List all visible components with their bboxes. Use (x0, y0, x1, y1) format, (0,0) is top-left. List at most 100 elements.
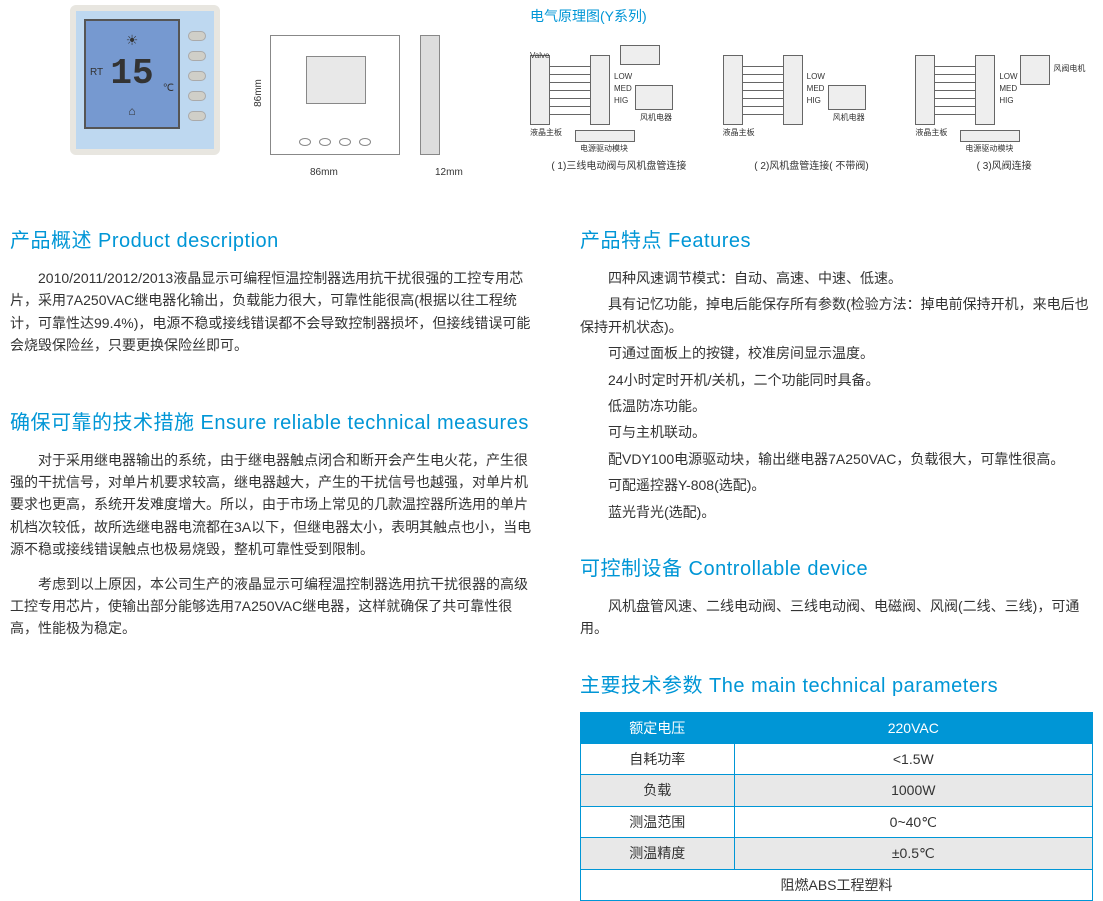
fan-label: 风机电器 (833, 112, 865, 125)
feature-item: 具有记忆功能，掉电后能保存所有参数(检验方法：掉电前保持开机，来电后也保持开机状… (580, 293, 1093, 338)
power-label: 电源驱动模块 (580, 143, 628, 156)
wiring-diagram-3: 液晶主板 风阀电机 LOW MED HIG 电源驱动模块 ( 3)风阀连接 (915, 35, 1093, 175)
param-label: 自耗功率 (581, 744, 735, 775)
motor-label: 风阀电机 (1053, 63, 1085, 76)
params-heading: 主要技术参数 The main technical parameters (580, 670, 1093, 702)
fan-box (828, 85, 866, 110)
lcd-box (530, 55, 550, 125)
wiring-diagram-1: 液晶主板 Valve 风机电器 LOW MED HIG 电源驱动模块 ( 1)三… (530, 35, 708, 175)
wiring-section: 电气原理图(Y系列) 液晶主板 Valve 风机电器 LOW MED HIG 电… (530, 5, 1093, 175)
param-label: 额定电压 (581, 712, 735, 743)
table-row: 负载1000W (581, 775, 1093, 806)
side-outline (420, 35, 440, 155)
power-box (960, 130, 1020, 142)
feature-item: 可与主机联动。 (580, 421, 1093, 443)
caption-1: ( 1)三线电动阀与风机盘管连接 (530, 159, 708, 175)
param-footer: 阻燃ABS工程塑料 (581, 869, 1093, 900)
feature-item: 可通过面板上的按键，校准房间显示温度。 (580, 342, 1093, 364)
feature-item: 四种风速调节模式：自动、高速、中速、低速。 (580, 267, 1093, 289)
wires (935, 65, 975, 115)
wiring-row: 液晶主板 Valve 风机电器 LOW MED HIG 电源驱动模块 ( 1)三… (530, 35, 1093, 175)
width-label: 86mm (310, 165, 338, 181)
wires (550, 65, 590, 115)
measures-p2: 考虑到以上原因，本公司生产的液晶显示可编程温控制器选用抗干扰很器的高级工控专用芯… (10, 573, 540, 640)
features-list: 四种风速调节模式：自动、高速、中速、低速。具有记忆功能，掉电后能保存所有参数(检… (580, 267, 1093, 523)
lcd-box (915, 55, 935, 125)
thermostat-photo: ☀ RT 15 ℃ ⌂ (70, 5, 220, 155)
button-dot (188, 31, 206, 41)
thermostat-lcd: ☀ RT 15 ℃ ⌂ (84, 19, 180, 129)
depth-label: 12mm (435, 165, 463, 181)
table-row: 测温范围0~40℃ (581, 806, 1093, 837)
param-value: 1000W (734, 775, 1092, 806)
device-heading: 可控制设备 Controllable device (580, 553, 1093, 585)
measures-p1: 对于采用继电器输出的系统，由于继电器触点闭合和断开会产生电火花，产生很强的干扰信… (10, 449, 540, 561)
valve-label: Valve (530, 50, 549, 63)
param-value: <1.5W (734, 744, 1092, 775)
param-label: 负载 (581, 775, 735, 806)
low-label: LOW (614, 71, 632, 84)
lcd-label: 液晶主板 (530, 127, 562, 140)
feature-item: 可配遥控器Y-808(选配)。 (580, 474, 1093, 496)
med-label: MED (999, 83, 1017, 96)
feature-item: 配VDY100电源驱动块，输出继电器7A250VAC，负载很大，可靠性很高。 (580, 448, 1093, 470)
features-heading: 产品特点 Features (580, 225, 1093, 257)
feature-item: 24小时定时开机/关机，二个功能同时具备。 (580, 369, 1093, 391)
main-columns: 产品概述 Product description 2010/2011/2012/… (10, 225, 1093, 901)
hig-label: HIG (807, 95, 821, 108)
table-row: 自耗功率<1.5W (581, 744, 1093, 775)
feature-item: 低温防冻功能。 (580, 395, 1093, 417)
desc-heading: 产品概述 Product description (10, 225, 540, 257)
hig-label: HIG (999, 95, 1013, 108)
fan-box (635, 85, 673, 110)
terminal-box (783, 55, 803, 125)
wires (743, 65, 783, 115)
power-label: 电源驱动模块 (965, 143, 1013, 156)
wiring-diagram-2: 液晶主板 风机电器 LOW MED HIG ( 2)风机盘管连接( 不带阀) (723, 35, 901, 175)
low-label: LOW (999, 71, 1017, 84)
button-dot (188, 91, 206, 101)
low-label: LOW (807, 71, 825, 84)
left-column: 产品概述 Product description 2010/2011/2012/… (10, 225, 540, 901)
device-paragraph: 风机盘管风速、二线电动阀、三线电动阀、电磁阀、风阀(二线、三线)，可通用。 (580, 595, 1093, 640)
lcd-label: 液晶主板 (723, 127, 755, 140)
fan-label: 风机电器 (640, 112, 672, 125)
lcd-box (723, 55, 743, 125)
top-images-row: ☀ RT 15 ℃ ⌂ 86mm 86mm 12mm 电气原理图(Y系列) (10, 0, 1093, 185)
valve-box (620, 45, 660, 65)
house-icon: ⌂ (128, 102, 135, 121)
param-value: ±0.5℃ (734, 838, 1092, 869)
temp-unit: ℃ (163, 81, 174, 97)
terminal-box (590, 55, 610, 125)
button-dot (188, 51, 206, 61)
front-outline (270, 35, 400, 155)
terminal-box (975, 55, 995, 125)
height-label: 86mm (251, 79, 267, 107)
caption-2: ( 2)风机盘管连接( 不带阀) (723, 159, 901, 175)
sun-icon: ☀ (126, 29, 139, 51)
dimension-drawing: 86mm 86mm 12mm (240, 5, 480, 165)
med-label: MED (614, 83, 632, 96)
table-row: 额定电压220VAC (581, 712, 1093, 743)
param-label: 测温精度 (581, 838, 735, 869)
power-box (575, 130, 635, 142)
side-buttons (188, 31, 206, 121)
table-row: 阻燃ABS工程塑料 (581, 869, 1093, 900)
params-table: 额定电压220VAC自耗功率<1.5W负载1000W测温范围0~40℃测温精度±… (580, 712, 1093, 901)
screen-outline (306, 56, 366, 104)
button-row (271, 138, 399, 146)
med-label: MED (807, 83, 825, 96)
param-value: 0~40℃ (734, 806, 1092, 837)
rt-label: RT (90, 65, 103, 81)
button-dot (188, 111, 206, 121)
wiring-title: 电气原理图(Y系列) (530, 5, 1093, 27)
desc-paragraph: 2010/2011/2012/2013液晶显示可编程恒温控制器选用抗干扰很强的工… (10, 267, 540, 357)
param-value: 220VAC (734, 712, 1092, 743)
temp-value: 15 (110, 45, 153, 103)
lcd-label: 液晶主板 (915, 127, 947, 140)
param-label: 测温范围 (581, 806, 735, 837)
motor-box (1020, 55, 1050, 85)
button-dot (188, 71, 206, 81)
feature-item: 蓝光背光(选配)。 (580, 501, 1093, 523)
caption-3: ( 3)风阀连接 (915, 159, 1093, 175)
